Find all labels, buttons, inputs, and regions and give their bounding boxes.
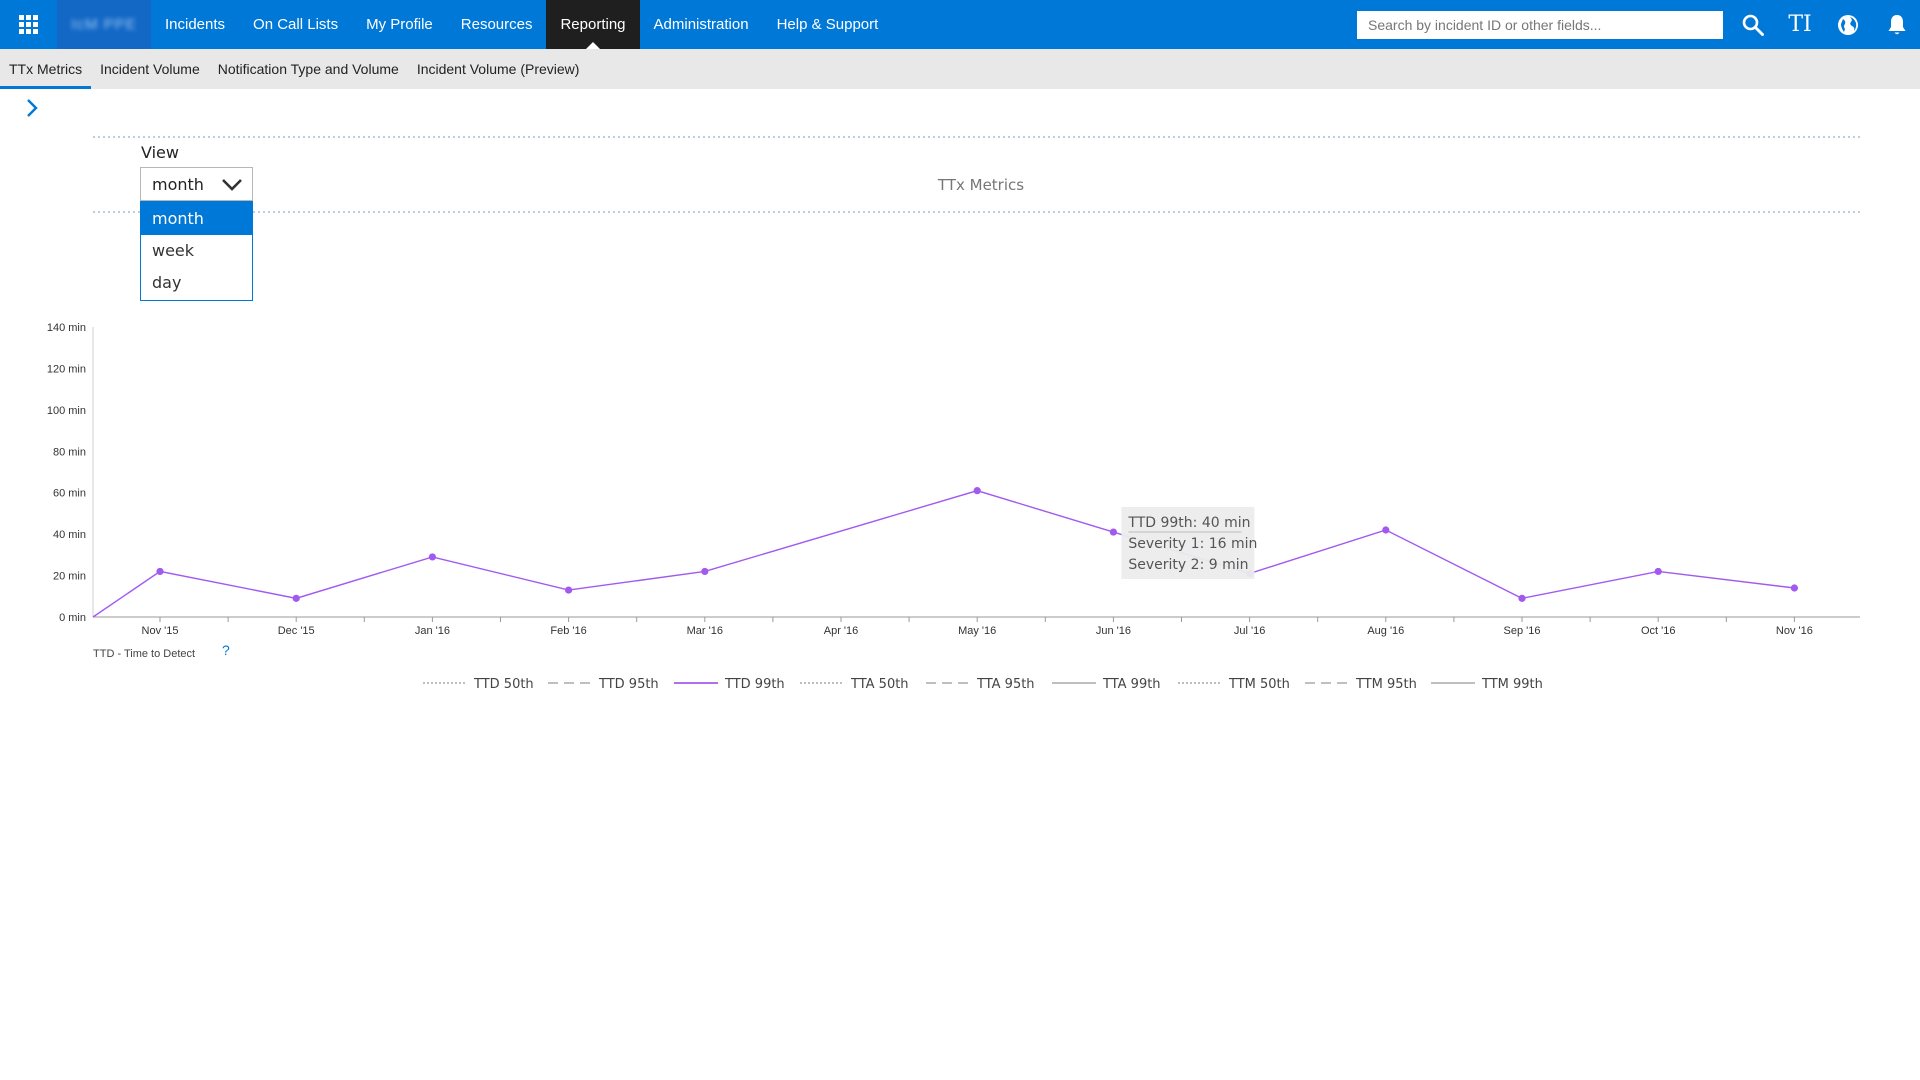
chevron-down-icon — [222, 179, 242, 191]
data-point[interactable] — [973, 487, 981, 495]
data-point[interactable] — [701, 567, 709, 576]
data-point[interactable] — [1109, 528, 1117, 536]
chart-tooltip-box — [1121, 507, 1255, 579]
data-point[interactable] — [428, 553, 436, 561]
tab-incident-volume[interactable]: Incident Volume — [91, 49, 209, 89]
globe-icon — [1838, 14, 1858, 35]
nav-item-help-support[interactable]: Help & Support — [763, 0, 893, 49]
help-icon[interactable]: ? — [222, 642, 230, 658]
tab-label: Incident Volume — [100, 61, 200, 77]
tab-ttx-metrics[interactable]: TTx Metrics — [0, 49, 92, 89]
y-tick-label: 100 min — [47, 405, 86, 417]
x-tick-label: Mar '16 — [687, 625, 723, 637]
view-select[interactable]: month — [140, 167, 253, 201]
y-tick-label: 120 min — [47, 363, 86, 375]
data-point[interactable] — [1382, 526, 1390, 534]
nav-item-incidents[interactable]: Incidents — [151, 0, 239, 49]
x-tick-label: Apr '16 — [824, 625, 859, 637]
tab-incident-volume-preview[interactable]: Incident Volume (Preview) — [408, 49, 589, 89]
y-tick-label: 140 min — [47, 322, 86, 334]
brand-logo[interactable]: IcM PPE — [57, 0, 151, 49]
data-point[interactable] — [1790, 584, 1798, 592]
y-tick-label: 0 min — [59, 612, 86, 624]
data-point[interactable] — [565, 586, 573, 594]
top-navigation-bar: IcM PPE Incidents On Call Lists My Profi… — [0, 0, 1920, 49]
legend-entry[interactable]: TTM 50th — [1228, 677, 1290, 692]
search-input[interactable] — [1357, 11, 1723, 39]
x-tick-label: Aug '16 — [1367, 625, 1404, 637]
tab-label: Incident Volume (Preview) — [416, 61, 580, 77]
x-tick-label: Nov '16 — [1776, 625, 1813, 637]
y-tick-label: 40 min — [53, 529, 86, 541]
tooltip-line: TTD 99th: 40 min — [1127, 515, 1250, 531]
view-option-month[interactable]: month — [141, 202, 252, 235]
chart-title: TTx Metrics — [937, 176, 1024, 194]
x-tick-label: May '16 — [958, 625, 996, 637]
x-tick-label: Jul '16 — [1234, 625, 1265, 637]
nav-item-reporting[interactable]: Reporting — [546, 0, 640, 49]
view-options-list: month week day — [140, 201, 253, 301]
y-tick-label: 20 min — [53, 571, 86, 583]
chevron-right-icon — [27, 99, 38, 117]
search-button[interactable] — [1733, 0, 1773, 49]
view-label: View — [141, 143, 179, 162]
legend-entry[interactable]: TTD 50th — [473, 677, 534, 692]
nav-item-label: Reporting — [560, 16, 626, 33]
nav-item-label: Help & Support — [776, 16, 879, 33]
legend-entry[interactable]: TTM 99th — [1481, 677, 1543, 692]
data-point[interactable] — [1654, 567, 1662, 576]
data-point[interactable] — [156, 567, 164, 576]
view-option-week[interactable]: week — [152, 241, 195, 260]
waffle-icon — [19, 15, 38, 34]
nav-item-label: On Call Lists — [253, 16, 339, 33]
tab-label: Notification Type and Volume — [217, 61, 399, 77]
nav-item-my-profile[interactable]: My Profile — [352, 0, 447, 49]
reporting-subnav: TTx Metrics Incident Volume Notification… — [0, 49, 1920, 89]
legend-entry[interactable]: TTD 99th — [724, 677, 785, 692]
ttx-metrics-chart: TTx Metrics 0 min 20 min 40 min 60 min 80 mi… — [47, 136, 1860, 692]
x-tick-label: Dec '15 — [278, 625, 315, 637]
language-button[interactable] — [1828, 0, 1868, 49]
data-point[interactable] — [292, 594, 300, 602]
series-line — [92, 489, 1795, 618]
tab-notification-type-volume[interactable]: Notification Type and Volume — [209, 49, 408, 89]
text-size-button[interactable]: TI — [1780, 0, 1820, 49]
y-tick-label: 60 min — [53, 488, 86, 500]
legend-entry[interactable]: TTD 95th — [598, 677, 659, 692]
tooltip-line: Severity 2: 9 min — [1128, 557, 1248, 573]
view-select-value: month — [152, 175, 204, 194]
nav-item-label: Administration — [653, 16, 749, 33]
legend-entry[interactable]: TTA 95th — [976, 677, 1035, 692]
legend-entry[interactable]: TTA 50th — [850, 677, 909, 692]
brand-name: IcM PPE — [71, 16, 137, 33]
nav-item-label: Resources — [460, 16, 533, 33]
nav-item-label: Incidents — [165, 16, 226, 33]
view-option-day[interactable]: day — [152, 273, 182, 292]
x-tick-label: Jan '16 — [415, 625, 450, 637]
nav-item-resources[interactable]: Resources — [447, 0, 547, 49]
nav-item-on-call-lists[interactable]: On Call Lists — [239, 0, 352, 49]
search-icon — [1742, 14, 1764, 36]
tooltip-line: Severity 1: 16 min — [1128, 536, 1257, 552]
x-tick-label: Sep '16 — [1504, 625, 1541, 637]
bell-icon — [1888, 14, 1906, 34]
expand-filters-button[interactable] — [22, 96, 42, 120]
x-tick-label: Feb '16 — [550, 625, 586, 637]
nav-item-administration[interactable]: Administration — [640, 0, 763, 49]
y-tick-label: 80 min — [53, 446, 86, 458]
data-point[interactable] — [1518, 594, 1526, 602]
notifications-button[interactable] — [1877, 0, 1917, 49]
text-size-icon: TI — [1788, 12, 1812, 37]
x-tick-label: Jun '16 — [1096, 625, 1131, 637]
tab-label: TTx Metrics — [9, 61, 83, 77]
app-launcher-button[interactable] — [0, 0, 57, 49]
x-tick-label: Nov '15 — [142, 625, 179, 637]
nav-item-label: My Profile — [366, 16, 433, 33]
legend-entry[interactable]: TTM 95th — [1355, 677, 1417, 692]
x-tick-label: Oct '16 — [1641, 625, 1676, 637]
legend-entry[interactable]: TTA 99th — [1102, 677, 1161, 692]
chart-footnote: TTD - Time to Detect — [93, 648, 195, 660]
